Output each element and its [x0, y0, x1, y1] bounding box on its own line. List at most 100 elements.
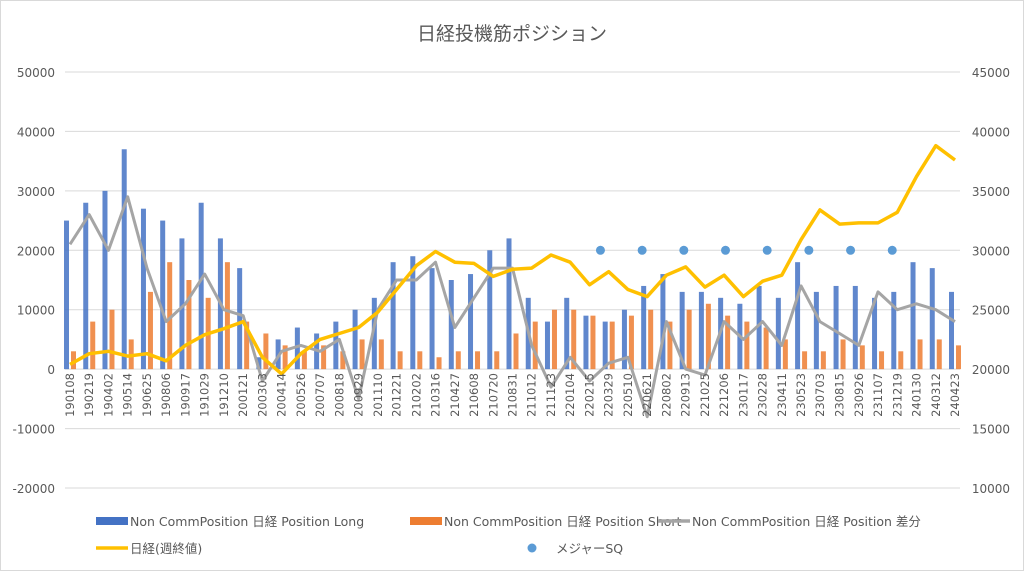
- long-bar: [891, 291, 897, 370]
- major-sq-point: [762, 245, 772, 255]
- legend-label: 日経(週終値): [130, 541, 202, 556]
- x-tick-label: 201110: [371, 373, 385, 417]
- short-bar: [782, 339, 788, 370]
- x-tick-label: 200121: [236, 373, 250, 417]
- x-tick-label: 200303: [255, 373, 269, 417]
- long-bar: [949, 291, 954, 370]
- long-bar: [775, 297, 781, 370]
- legend-label: Non CommPosition 日経 Position Short: [444, 514, 682, 529]
- x-tick-label: 230228: [756, 373, 770, 417]
- x-tick-label: 220802: [659, 373, 673, 417]
- long-bar: [102, 190, 108, 370]
- x-tick-label: 200414: [275, 373, 289, 417]
- long-bar: [660, 274, 666, 370]
- long-bar: [910, 262, 916, 370]
- major-sq-point: [637, 245, 647, 255]
- long-bar: [121, 149, 127, 370]
- y-left-tick-label: 0: [47, 363, 55, 377]
- x-tick-label: 220329: [602, 373, 616, 417]
- short-bar: [513, 333, 519, 370]
- long-bar: [544, 321, 550, 370]
- x-tick-label: 231219: [890, 373, 904, 417]
- short-bar: [417, 351, 423, 370]
- x-tick-label: 200818: [332, 373, 346, 417]
- short-bar: [609, 321, 615, 370]
- y-left-tick-label: -10000: [12, 423, 55, 437]
- x-tick-label: 240423: [948, 373, 962, 417]
- long-bar: [160, 220, 166, 370]
- short-bar: [571, 309, 577, 370]
- long-bar: [698, 291, 704, 370]
- x-tick-label: 230523: [794, 373, 808, 417]
- short-bar: [590, 315, 596, 370]
- short-bar: [802, 351, 808, 370]
- x-tick-label: 221025: [698, 373, 712, 417]
- short-bar: [301, 351, 307, 370]
- long-bar: [641, 285, 647, 370]
- long-bar: [852, 285, 858, 370]
- long-bar: [371, 297, 377, 370]
- major-sq-point: [595, 245, 605, 255]
- short-bar: [820, 351, 826, 370]
- short-bar: [436, 357, 442, 370]
- short-bar: [71, 351, 76, 370]
- long-bar: [756, 285, 762, 370]
- x-tick-label: 220621: [640, 373, 654, 417]
- y-right-tick-label: 15000: [972, 423, 1010, 437]
- nikkei-line: [69, 143, 957, 376]
- x-tick-label: 190402: [101, 373, 115, 417]
- legend-label: メジャーSQ: [556, 541, 623, 556]
- short-bar: [109, 309, 115, 370]
- long-bar: [564, 297, 570, 370]
- short-bar: [859, 345, 865, 370]
- x-tick-label: 230926: [852, 373, 866, 417]
- x-tick-label: 210608: [467, 373, 481, 417]
- x-tick-label: 210202: [409, 373, 423, 417]
- long-bar: [468, 274, 474, 370]
- x-tick-label: 190625: [140, 373, 154, 417]
- x-tick-label: 230117: [736, 373, 750, 417]
- x-tick-label: 210831: [506, 373, 520, 417]
- long-bar: [929, 268, 935, 370]
- y-right-tick-label: 45000: [972, 66, 1010, 80]
- long-bar: [795, 262, 801, 370]
- major-sq-point: [887, 245, 897, 255]
- x-tick-label: 230411: [775, 373, 789, 417]
- legend-swatch-1: [410, 517, 442, 525]
- long-bar: [506, 238, 512, 370]
- short-bar: [879, 351, 885, 370]
- short-bar: [744, 321, 750, 370]
- y-right-tick-label: 35000: [972, 185, 1010, 199]
- x-tick-label: 210720: [486, 373, 500, 417]
- major-sq-point: [804, 245, 814, 255]
- long-bar: [64, 220, 69, 370]
- long-bar: [333, 321, 339, 370]
- x-tick-label: 220510: [621, 373, 635, 417]
- short-bar: [628, 315, 634, 370]
- short-bar: [282, 345, 288, 370]
- short-bar: [224, 262, 230, 370]
- short-bar: [667, 321, 673, 370]
- short-bar: [532, 321, 538, 370]
- short-bar: [397, 351, 403, 370]
- legend-swatch-0: [96, 517, 128, 525]
- x-tick-label: 200526: [294, 373, 308, 417]
- x-tick-label: 190108: [63, 373, 77, 417]
- x-tick-label: 210427: [448, 373, 462, 417]
- y-left-tick-label: 10000: [17, 304, 55, 318]
- long-bar: [390, 262, 396, 370]
- x-tick-label: 190806: [159, 373, 173, 417]
- x-tick-label: 210316: [429, 373, 443, 417]
- short-bar: [321, 345, 327, 370]
- short-bar: [244, 321, 250, 370]
- x-tick-label: 211123: [544, 373, 558, 417]
- major-sq-point: [846, 245, 856, 255]
- y-right-tick-label: 40000: [972, 125, 1010, 139]
- major-sq-point: [721, 245, 731, 255]
- x-tick-label: 220913: [679, 373, 693, 417]
- x-tick-label: 231107: [871, 373, 885, 417]
- short-bar: [90, 321, 96, 370]
- long-bar: [833, 285, 839, 370]
- long-bar: [429, 268, 435, 370]
- long-bar: [140, 208, 146, 370]
